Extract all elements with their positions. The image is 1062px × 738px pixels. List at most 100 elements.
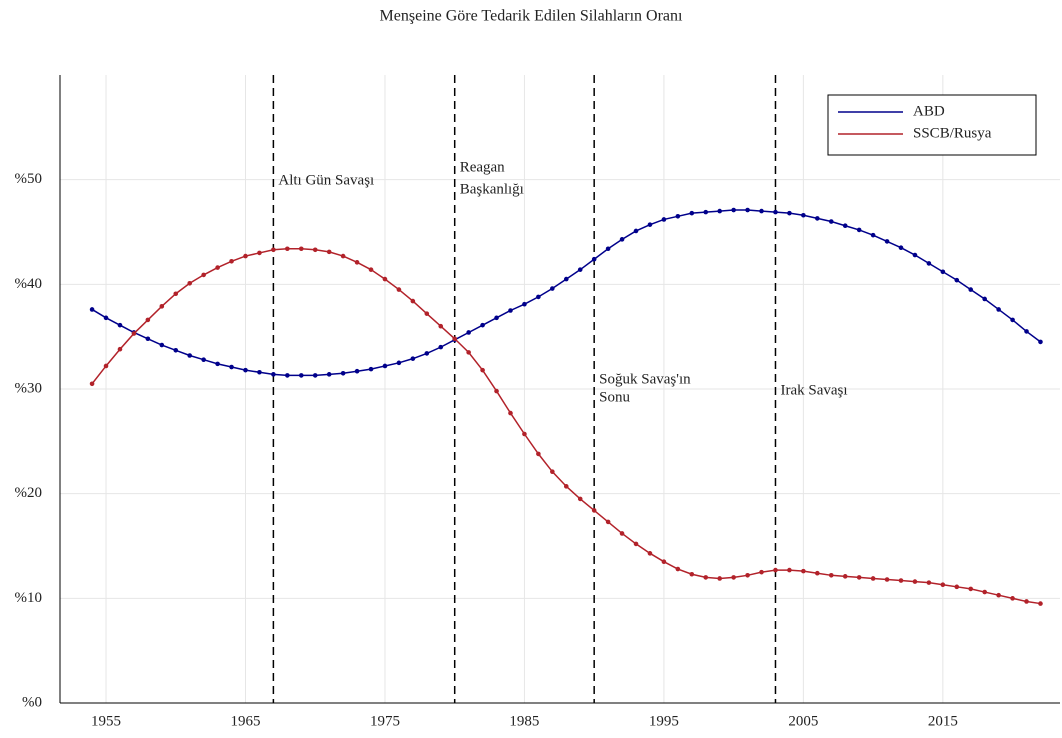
event-label: Soğuk Savaş'ın — [599, 371, 691, 387]
point — [731, 575, 736, 580]
point — [912, 579, 918, 584]
point — [480, 322, 485, 328]
point — [1024, 599, 1029, 604]
point — [187, 353, 193, 358]
point — [689, 571, 695, 577]
point — [410, 356, 416, 361]
event-label: Sonu — [599, 389, 630, 405]
point — [703, 209, 709, 215]
point — [271, 372, 276, 377]
point — [173, 291, 179, 297]
point — [396, 360, 402, 366]
y-tick-label: %50 — [15, 171, 43, 187]
event-label: Irak Savaşı — [780, 382, 847, 398]
point — [396, 287, 402, 292]
point — [298, 373, 304, 378]
point — [996, 307, 1001, 312]
point — [550, 469, 555, 474]
point — [787, 567, 792, 573]
point — [243, 253, 248, 259]
legend-label: SSCB/Rusya — [913, 125, 992, 141]
point — [215, 265, 220, 270]
point — [89, 381, 95, 387]
point — [285, 246, 290, 252]
point — [159, 342, 165, 348]
point — [661, 559, 667, 564]
point — [856, 575, 862, 580]
point — [884, 577, 890, 582]
point — [647, 222, 653, 227]
point — [563, 276, 569, 282]
point — [870, 232, 876, 238]
point — [1010, 596, 1015, 601]
point — [828, 219, 834, 224]
point — [201, 357, 206, 362]
point — [815, 570, 820, 576]
point — [982, 296, 987, 302]
point — [856, 227, 862, 233]
x-tick-label: 1985 — [509, 713, 539, 729]
point — [424, 311, 430, 316]
point — [494, 388, 499, 394]
x-tick-label: 1965 — [230, 713, 260, 729]
point — [926, 580, 932, 585]
point — [285, 373, 290, 378]
point — [312, 247, 318, 253]
x-tick-label: 2005 — [788, 713, 818, 729]
event-label: Başkanlığı — [460, 181, 524, 197]
point — [842, 574, 848, 579]
point — [954, 584, 960, 590]
point — [1010, 317, 1015, 323]
point — [996, 592, 1001, 598]
y-tick-label: %40 — [15, 276, 43, 292]
point — [1038, 601, 1043, 606]
point — [340, 371, 346, 376]
point — [187, 280, 193, 286]
point — [801, 568, 806, 574]
point — [1024, 329, 1029, 334]
point — [466, 330, 471, 335]
point — [731, 207, 736, 213]
point — [633, 541, 639, 547]
point — [898, 578, 904, 583]
point — [759, 569, 764, 575]
point — [424, 351, 430, 356]
point — [536, 451, 541, 457]
point — [173, 347, 179, 353]
point — [103, 363, 109, 369]
point — [438, 344, 444, 350]
point — [145, 336, 151, 342]
point — [536, 294, 541, 300]
point — [410, 298, 416, 304]
point — [131, 331, 137, 336]
point — [508, 410, 513, 416]
point — [243, 367, 248, 373]
point — [605, 519, 611, 525]
point — [382, 276, 388, 282]
point — [550, 286, 555, 291]
point — [801, 212, 806, 218]
point — [912, 252, 918, 258]
point — [271, 247, 276, 253]
point — [522, 301, 527, 307]
x-tick-label: 1975 — [370, 713, 400, 729]
y-tick-label: %0 — [22, 694, 42, 710]
legend-box — [827, 94, 1037, 156]
x-tick-label: 1955 — [91, 713, 121, 729]
point — [717, 208, 722, 214]
point — [675, 214, 681, 219]
point — [354, 368, 360, 374]
event-label: Altı Gün Savaşı — [278, 172, 374, 188]
y-tick-label: %30 — [15, 380, 43, 396]
point — [773, 567, 778, 573]
point — [494, 315, 499, 321]
point — [940, 269, 946, 275]
point — [828, 573, 834, 578]
point — [145, 317, 151, 323]
point — [661, 217, 667, 222]
point — [745, 573, 750, 578]
point — [926, 261, 932, 266]
point — [982, 589, 987, 595]
point — [159, 304, 165, 309]
point — [898, 245, 904, 250]
